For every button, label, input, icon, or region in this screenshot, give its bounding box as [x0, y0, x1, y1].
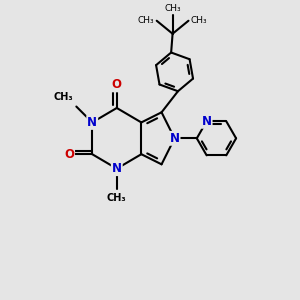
Text: N: N [112, 162, 122, 175]
Text: O: O [64, 148, 74, 161]
Text: CH₃: CH₃ [191, 16, 207, 25]
Text: CH₃: CH₃ [164, 4, 181, 13]
Text: CH₃: CH₃ [107, 193, 127, 203]
Text: N: N [169, 132, 180, 145]
Text: CH₃: CH₃ [138, 16, 154, 25]
Text: N: N [87, 116, 97, 129]
Text: O: O [112, 78, 122, 92]
Text: CH₃: CH₃ [54, 92, 74, 102]
Text: N: N [202, 115, 212, 128]
